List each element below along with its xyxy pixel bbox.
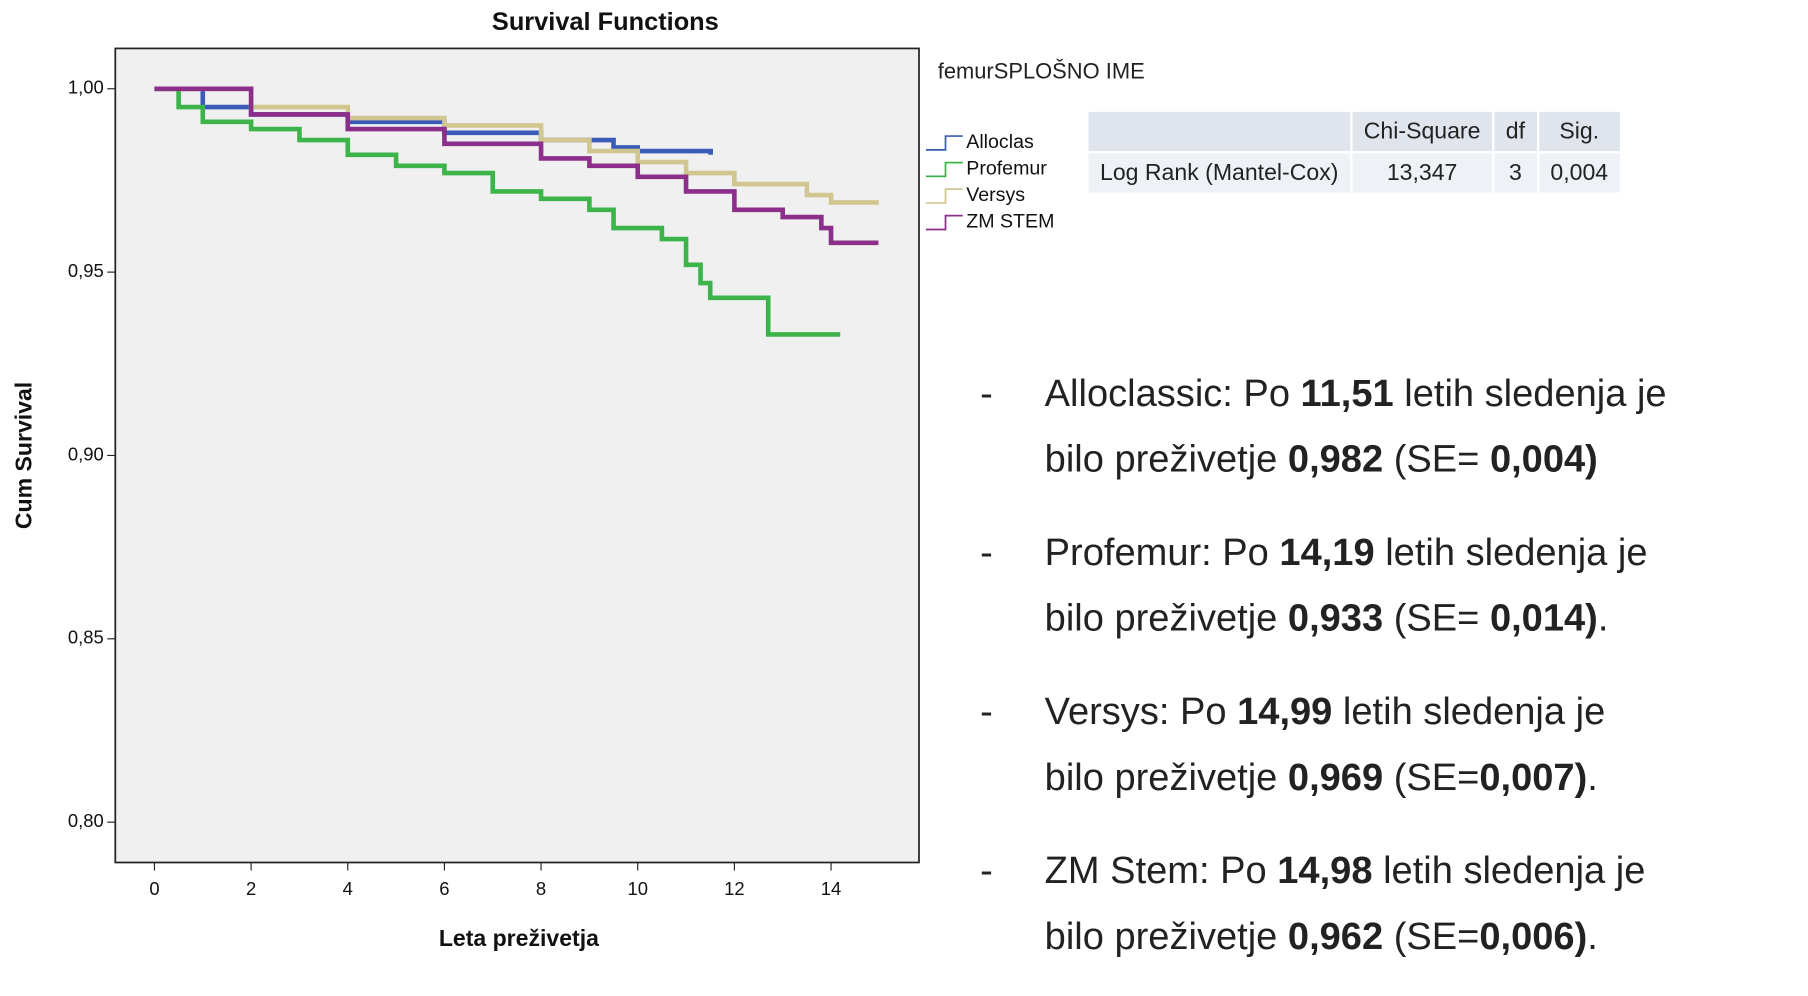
bullet-marker: - bbox=[980, 848, 993, 892]
plot-area bbox=[114, 47, 920, 864]
x-tick-label: 6 bbox=[439, 878, 449, 899]
text-run: 0,933 bbox=[1287, 596, 1384, 639]
bullet: - Profemur: Po 14,19 letih sledenja je bil… bbox=[980, 519, 1666, 650]
text-run: bilo preživetje bbox=[1044, 755, 1288, 798]
bullet-line: bilo preživetje 0,969 (SE=0,007). bbox=[1045, 744, 1667, 810]
legend-label: Versys bbox=[966, 184, 1025, 206]
bullet-line: ZM Stem: Po 14,98 letih sledenja je bbox=[1045, 837, 1667, 903]
text-run: 14,19 bbox=[1279, 530, 1375, 574]
text-run: bilo preživetje bbox=[1044, 596, 1288, 639]
bullet-marker: - bbox=[980, 689, 993, 733]
table-corner bbox=[1086, 109, 1353, 154]
chart: Survival Functions Leta preživetja Cum S… bbox=[10, 8, 1054, 951]
text-run: 0,969 bbox=[1287, 755, 1384, 798]
text-run: 0,962 bbox=[1287, 914, 1384, 958]
table-cell: 0,004 bbox=[1536, 151, 1622, 195]
text-run: (SE= bbox=[1383, 914, 1480, 958]
text-run: bilo preživetje bbox=[1044, 437, 1288, 480]
bullet-line: Profemur: Po 14,19 letih sledenja je bbox=[1045, 519, 1667, 585]
y-tick-label: 0,95 bbox=[68, 260, 104, 281]
x-tick-label: 12 bbox=[724, 878, 745, 899]
bullet-line: bilo preživetje 0,933 (SE= 0,014). bbox=[1045, 585, 1667, 651]
x-tick-label: 4 bbox=[343, 878, 353, 899]
text-run: . bbox=[1587, 914, 1598, 958]
x-tick-label: 0 bbox=[149, 878, 159, 899]
legend-title: femurSPLOŠNO IME bbox=[937, 59, 1145, 85]
x-tick-label: 14 bbox=[821, 878, 842, 899]
y-tick-label: 1,00 bbox=[68, 77, 104, 98]
slide: Survival Functions Leta preživetja Cum S… bbox=[10, 8, 1666, 957]
bullet: - Versys: Po 14,99 letih sledenja je bilo … bbox=[980, 678, 1666, 809]
text-run: 14,99 bbox=[1237, 689, 1333, 733]
text-run: letih sledenja je bbox=[1393, 371, 1667, 414]
y-tick-label: 0,90 bbox=[68, 443, 104, 464]
text-run: 0,004) bbox=[1489, 437, 1598, 480]
text-run: 0,014) bbox=[1489, 596, 1598, 639]
text-run: Versys: Po bbox=[1044, 689, 1238, 733]
text-run: 0,982 bbox=[1287, 437, 1384, 480]
text-run: 0,006) bbox=[1479, 914, 1588, 958]
log-rank-table: Chi-Square df Sig. Log Rank (Mantel-Cox) 13,… bbox=[1086, 109, 1622, 195]
y-tick-label: 0,80 bbox=[68, 810, 104, 831]
bullet: - Alloclassic: Po 11,51 letih sledenja je… bbox=[980, 360, 1666, 491]
text-run: Profemur: Po bbox=[1044, 530, 1280, 574]
x-tick-label: 2 bbox=[246, 878, 256, 899]
text-run: bilo preživetje bbox=[1044, 914, 1288, 958]
text-run: 0,007) bbox=[1479, 755, 1588, 798]
bullet: - ZM Stem: Po 14,98 letih sledenja je bilo… bbox=[980, 837, 1666, 968]
legend-swatch bbox=[925, 135, 963, 151]
text-run: letih sledenja je bbox=[1332, 689, 1606, 733]
text-run: (SE= bbox=[1383, 755, 1480, 798]
bullet-line: Versys: Po 14,99 letih sledenja je bbox=[1045, 678, 1667, 744]
y-tick-label: 0,85 bbox=[68, 627, 104, 648]
text-run: letih sledenja je bbox=[1374, 530, 1648, 574]
text-run: 11,51 bbox=[1300, 371, 1394, 414]
bullet-line: bilo preživetje 0,962 (SE=0,006). bbox=[1045, 903, 1667, 969]
text-run: letih sledenja je bbox=[1372, 848, 1646, 892]
text-run: ZM Stem: Po bbox=[1044, 848, 1278, 892]
survival-curve bbox=[154, 86, 841, 337]
chart-title: Survival Functions bbox=[492, 8, 719, 36]
table-row: Log Rank (Mantel-Cox) 13,347 3 0,004 bbox=[1086, 151, 1622, 195]
column-header: Chi-Square bbox=[1349, 109, 1495, 154]
legend-label: Alloclas bbox=[966, 131, 1034, 153]
bullet-list: - Alloclassic: Po 11,51 letih sledenja je… bbox=[980, 360, 1666, 996]
column-header: Sig. bbox=[1536, 109, 1622, 154]
legend-swatch bbox=[925, 214, 963, 231]
legend-swatch bbox=[925, 161, 963, 178]
x-axis-label: Leta preživetja bbox=[439, 925, 599, 951]
x-tick-label: 8 bbox=[536, 878, 546, 899]
column-header: df bbox=[1491, 109, 1539, 154]
text-run: (SE= bbox=[1383, 437, 1490, 480]
bullet-marker: - bbox=[980, 530, 993, 574]
bullet-marker: - bbox=[980, 371, 993, 414]
text-run: . bbox=[1597, 596, 1609, 639]
text-run: Alloclassic: Po bbox=[1044, 371, 1301, 414]
legend-label: ZM STEM bbox=[966, 211, 1054, 233]
text-run: 14,98 bbox=[1277, 848, 1373, 892]
legend-swatch bbox=[925, 188, 963, 204]
table-header-row: Chi-Square df Sig. bbox=[1086, 109, 1622, 154]
row-label: Log Rank (Mantel-Cox) bbox=[1086, 151, 1353, 195]
table-cell: 3 bbox=[1491, 151, 1539, 195]
text-run: . bbox=[1587, 755, 1598, 798]
table-cell: 13,347 bbox=[1349, 151, 1495, 195]
legend-label: Profemur bbox=[966, 158, 1047, 180]
y-axis-label: Cum Survival bbox=[10, 382, 36, 529]
bullet-line: Alloclassic: Po 11,51 letih sledenja je bbox=[1045, 360, 1667, 426]
bullet-line: bilo preživetje 0,982 (SE= 0,004) bbox=[1045, 425, 1667, 491]
x-tick-label: 10 bbox=[627, 878, 648, 899]
text-run: (SE= bbox=[1383, 596, 1490, 639]
survival-curve bbox=[154, 86, 879, 246]
